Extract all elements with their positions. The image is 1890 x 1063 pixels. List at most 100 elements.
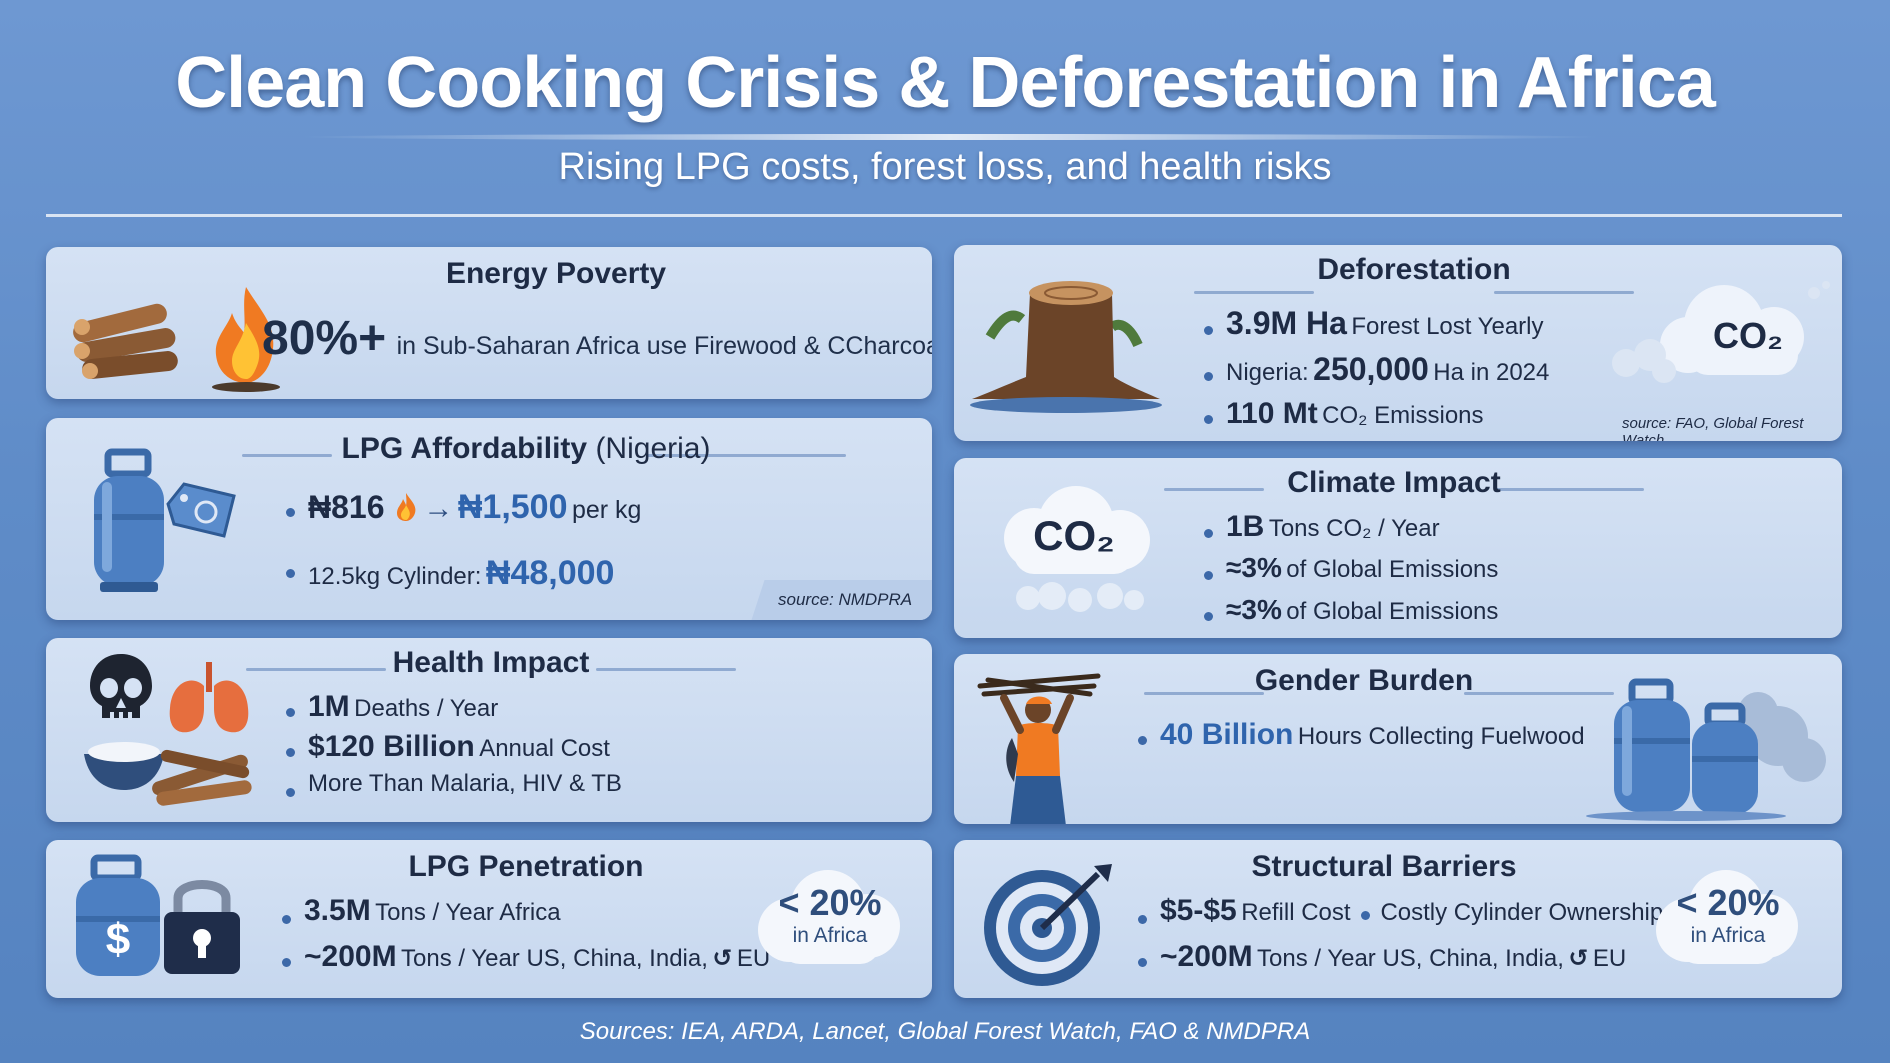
- global-share-text-2: of Global Emissions: [1286, 598, 1499, 625]
- gas-cylinders-smoke-icon: [1578, 676, 1828, 821]
- lpg-affordability-title-suffix: (Nigeria): [595, 432, 711, 465]
- emissions-text: CO₂ Emissions: [1322, 402, 1484, 429]
- refill-cost-text: Refill Cost: [1241, 899, 1351, 926]
- climate-impact-bullets: 1B Tons CO₂ / Year ≈3% of Global Emissio…: [1204, 512, 1498, 636]
- health-comparison-item: More Than Malaria, HIV & TB: [286, 772, 622, 812]
- fuelwood-hours-item: 40 Billion Hours Collecting Fuelwood: [1138, 720, 1585, 760]
- gas-cylinder-icon: [86, 448, 176, 598]
- africa-consumption-stat: 3.5M: [304, 894, 371, 927]
- cost-stat: $120 Billion: [308, 730, 475, 763]
- structural-barriers-title: Structural Barriers: [1251, 850, 1517, 883]
- lpg-affordability-bullets: ₦816 → ₦1,500 per kg 12.5kg Cylinder: ₦4…: [286, 490, 641, 590]
- co2-tons-item: 1B Tons CO₂ / Year: [1204, 512, 1498, 554]
- page-title: Clean Cooking Crisis & Deforestation in …: [175, 43, 1716, 123]
- gender-burden-title: Gender Burden: [1254, 664, 1474, 697]
- global-share-stat: ≈3%: [1226, 552, 1282, 583]
- nigeria-loss-item: Nigeria: 250,000 Ha in 2024: [1204, 353, 1549, 399]
- decor-line-right: [1494, 291, 1634, 294]
- co2-tons-stat: 1B: [1226, 510, 1265, 543]
- lungs-icon: [164, 660, 254, 740]
- price-unit: per kg: [571, 496, 642, 524]
- global-consumption-stat: ~200M: [1160, 940, 1253, 973]
- global-consumption-stat: ~200M: [304, 940, 397, 973]
- woman-carrying-wood-icon: [974, 664, 1104, 824]
- lpg-cylinder-item: 12.5kg Cylinder: ₦48,000: [286, 556, 641, 590]
- deforestation-source: source: FAO, Global Forest Watch: [1622, 415, 1804, 441]
- nigeria-loss-prefix: Nigeria:: [1226, 359, 1309, 386]
- deforestation-cloud-label: CO₂: [1713, 315, 1783, 356]
- svg-text:$: $: [106, 915, 130, 964]
- sources-footer: Sources: IEA, ARDA, Lancet, Global Fores…: [579, 1018, 1311, 1045]
- flame-icon: [393, 492, 419, 522]
- decor-line-left: [1144, 692, 1264, 695]
- energy-poverty-stat-line: 80%+ in Sub-Saharan Africa use Firewood …: [262, 311, 932, 366]
- climate-impact-title: Climate Impact: [1287, 466, 1501, 499]
- energy-poverty-panel: Energy Poverty 80%+ in Sub-Saharan Afric…: [46, 247, 932, 399]
- tree-stump-icon: [962, 267, 1172, 417]
- cylinder-label: 12.5kg Cylinder:: [308, 563, 482, 590]
- fire-icon: [206, 283, 286, 393]
- deaths-stat: 1M: [308, 690, 350, 723]
- lpg-affordability-title-row: LPG Affordability (Nigeria): [246, 432, 806, 466]
- health-impact-title: Health Impact: [392, 646, 590, 679]
- energy-poverty-text: in Sub-Saharan Africa use Firewood & CCh…: [396, 332, 932, 360]
- co2-cloud-icon: CO₂: [1604, 275, 1834, 395]
- deforestation-title: Deforestation: [1317, 253, 1511, 286]
- global-consumption-item: ~200M Tons / Year US, China, India, ↺ EU: [282, 942, 770, 982]
- deforestation-bullets: 3.9M Ha Forest Lost Yearly Nigeria: 250,…: [1204, 307, 1549, 439]
- decor-line-left: [1194, 291, 1314, 294]
- lpg-affordability-panel: LPG Affordability (Nigeria) ₦816 → ₦1,50…: [46, 418, 932, 620]
- penetration-badge-bottom: in Africa: [792, 924, 868, 947]
- barriers-badge-top: < 20%: [1676, 882, 1780, 923]
- header-divider: [46, 214, 1842, 217]
- deforestation-panel: Deforestation 3.9M Ha Forest Lost Yearly…: [954, 245, 1842, 441]
- lpg-penetration-bullets: 3.5M Tons / Year Africa ~200M Tons / Yea…: [282, 896, 770, 982]
- co2-cloud-icon: CO₂: [984, 478, 1174, 618]
- dollar-cylinder-icon: $: [70, 854, 166, 984]
- firewood-icon: [68, 283, 198, 383]
- price-to: ₦1,500: [457, 488, 568, 526]
- lpg-penetration-panel: LPG Penetration $ 3.5M Tons / Year Afric…: [46, 840, 932, 998]
- lpg-affordability-title: LPG Affordability: [341, 432, 588, 465]
- decor-line-left: [246, 668, 386, 671]
- lpg-price-change-item: ₦816 → ₦1,500 per kg: [286, 490, 641, 534]
- barriers-badge-bottom: in Africa: [1690, 924, 1766, 947]
- climate-cloud-label: CO₂: [1033, 512, 1115, 559]
- price-from: ₦816: [308, 489, 385, 525]
- curl-icon: ↺: [712, 945, 733, 972]
- curl-icon: ↺: [1568, 945, 1589, 972]
- fuelwood-hours-stat: 40 Billion: [1160, 718, 1294, 751]
- skull-icon: [86, 650, 156, 730]
- decor-line-right: [596, 668, 736, 671]
- nigeria-loss-text: Ha in 2024: [1433, 359, 1550, 386]
- climate-impact-panel: Climate Impact CO₂ 1B Tons CO₂ / Year ≈3…: [954, 458, 1842, 638]
- forest-lost-stat: 3.9M Ha: [1226, 305, 1347, 341]
- structural-barriers-panel: Structural Barriers $5-$5 Refill Cost Co…: [954, 840, 1842, 998]
- global-share-text: of Global Emissions: [1286, 556, 1499, 583]
- inline-bullet: [1361, 911, 1370, 921]
- refill-cost-stat: $5-$5: [1160, 894, 1237, 927]
- gender-burden-panel: Gender Burden 40 Billion Hours Collectin…: [954, 654, 1842, 824]
- lpg-penetration-title: LPG Penetration: [408, 850, 644, 883]
- padlock-icon: [160, 868, 244, 978]
- global-consumption-tail: EU: [736, 945, 771, 972]
- global-consumption-tail: EU: [1592, 945, 1627, 972]
- global-share-item: ≈3% of Global Emissions: [1204, 554, 1498, 596]
- health-deaths-item: 1M Deaths / Year: [286, 692, 622, 732]
- lpg-affordability-source: source: NMDPRA: [778, 590, 913, 609]
- global-consumption-text: Tons / Year US, China, India,: [1257, 945, 1564, 972]
- page-subtitle: Rising LPG costs, forest loss, and healt…: [558, 146, 1332, 188]
- cost-text: Annual Cost: [479, 735, 610, 762]
- global-consumption-text: Tons / Year US, China, India,: [401, 945, 708, 972]
- target-icon: [978, 860, 1118, 990]
- penetration-badge-top: < 20%: [778, 882, 882, 923]
- africa-consumption-item: 3.5M Tons / Year Africa: [282, 896, 770, 942]
- firewood-bowl-icon: [80, 728, 260, 818]
- refill-cost-item: $5-$5 Refill Cost Costly Cylinder Owners…: [1138, 896, 1663, 942]
- decor-line-left: [1164, 488, 1264, 491]
- energy-poverty-title: Energy Poverty: [445, 257, 667, 290]
- forest-lost-text: Forest Lost Yearly: [1351, 313, 1544, 340]
- forest-lost-item: 3.9M Ha Forest Lost Yearly: [1204, 307, 1549, 353]
- health-impact-panel: Health Impact 1M Deaths / Y: [46, 638, 932, 822]
- energy-poverty-stat: 80%+: [262, 312, 387, 365]
